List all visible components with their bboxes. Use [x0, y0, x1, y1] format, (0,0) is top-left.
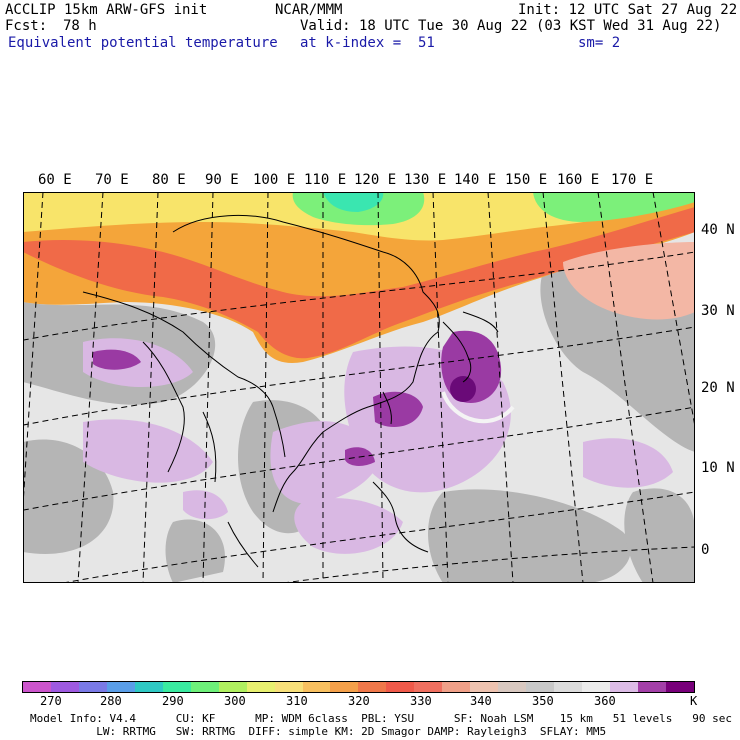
colorbar-swatch	[190, 682, 219, 692]
colorbar	[22, 681, 695, 693]
colorbar-swatch	[526, 682, 555, 692]
colorbar-swatch	[50, 682, 79, 692]
lon-label: 100 E	[253, 172, 296, 188]
colorbar-swatch	[23, 682, 51, 692]
forecast-value: 78 h	[63, 18, 97, 34]
colorbar-swatch	[106, 682, 135, 692]
colorbar-tick: 270	[40, 694, 62, 708]
footer-physics: LW: RRTMG SW: RRTMG DIFF: simple KM: 2D …	[30, 725, 607, 738]
colorbar-swatch	[330, 682, 359, 692]
warm-field	[23, 192, 695, 363]
colorbar-swatch	[246, 682, 275, 692]
typhoon-band	[441, 391, 515, 424]
colorbar-swatch	[610, 682, 638, 692]
colorbar-tick: 360	[594, 694, 616, 708]
typhoon-core	[450, 376, 476, 402]
colorbar-unit: K	[690, 694, 698, 708]
colorbar-tick: 290	[162, 694, 184, 708]
model-title: ACCLIP 15km ARW-GFS init	[5, 2, 208, 18]
colorbar-tick: 350	[532, 694, 554, 708]
colorbar-tick: 310	[286, 694, 308, 708]
colorbar-swatch	[302, 682, 331, 692]
init-time: Init: 12 UTC Sat 27 Aug 22	[518, 2, 738, 18]
colorbar-swatch	[134, 682, 163, 692]
colorbar-swatch	[665, 682, 694, 692]
forecast-label: Fcst:	[5, 18, 48, 34]
organization: NCAR/MMM	[275, 2, 343, 18]
lat-label: 20 N	[701, 380, 735, 396]
colorbar-tick: 280	[100, 694, 122, 708]
smoothing: sm= 2	[578, 35, 621, 51]
colorbar-swatch	[582, 682, 611, 692]
footer-model-info: Model Info: V4.4 CU: KF MP: WDM 6class P…	[30, 712, 732, 725]
lon-label: 70 E	[95, 172, 129, 188]
lon-label: 90 E	[205, 172, 239, 188]
colorbar-swatch	[78, 682, 107, 692]
colorbar-swatch	[162, 682, 191, 692]
lon-label: 150 E	[505, 172, 548, 188]
lon-label: 120 E	[354, 172, 397, 188]
graticule	[23, 192, 695, 583]
colorbar-tick: 320	[348, 694, 370, 708]
colorbar-swatch	[218, 682, 247, 692]
colorbar-tick: 340	[470, 694, 492, 708]
coastlines	[82, 215, 499, 568]
level-index: at k-index = 51	[300, 35, 435, 51]
lon-label: 140 E	[454, 172, 497, 188]
colorbar-tick: 330	[410, 694, 432, 708]
colorbar-swatch	[554, 682, 583, 692]
lon-label: 60 E	[38, 172, 72, 188]
valid-time: Valid: 18 UTC Tue 30 Aug 22 (03 KST Wed …	[300, 18, 722, 34]
lat-label: 40 N	[701, 222, 735, 238]
lat-label: 10 N	[701, 460, 735, 476]
colorbar-swatch	[498, 682, 527, 692]
lon-label: 110 E	[304, 172, 347, 188]
colorbar-swatch	[358, 682, 387, 692]
colorbar-swatch	[414, 682, 443, 692]
lon-label: 80 E	[152, 172, 186, 188]
map-frame	[23, 192, 695, 583]
lat-label: 30 N	[701, 303, 735, 319]
colorbar-tick: 300	[224, 694, 246, 708]
colorbar-swatch	[274, 682, 303, 692]
colorbar-swatch	[386, 682, 415, 692]
lon-label: 130 E	[404, 172, 447, 188]
colorbar-swatch	[637, 682, 666, 692]
colorbar-swatch	[442, 682, 471, 692]
lon-label: 160 E	[557, 172, 600, 188]
map-svg	[23, 192, 695, 583]
colorbar-swatch	[470, 682, 499, 692]
map-panel	[23, 192, 695, 583]
lat-label: 0	[701, 542, 710, 558]
lon-label: 170 E	[611, 172, 654, 188]
field-name: Equivalent potential temperature	[8, 35, 278, 51]
